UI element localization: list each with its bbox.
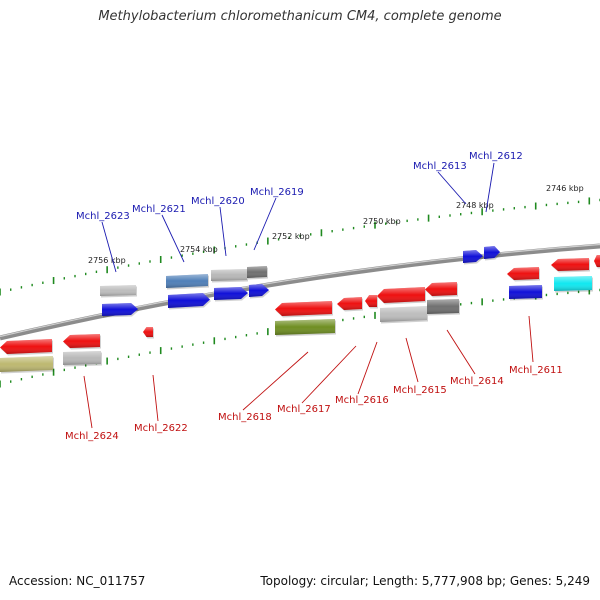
gene-arrow-shading [427,299,459,314]
gene-label-mchl-2616[interactable]: Mchl_2616 [335,395,389,406]
topology-text: Topology: circular; Length: 5,777,908 bp… [260,574,590,588]
gene-arrow-shading [63,334,100,348]
gene-arrow-shading [337,297,362,310]
gene-arrow-shading [551,258,589,271]
gene-arrow-shading [0,356,53,372]
gene-label-mchl-2617[interactable]: Mchl_2617 [277,404,331,415]
gene-arrow-shading [509,285,542,299]
gene-arrow-shading [484,246,500,259]
gene-arrow-shading [377,287,425,303]
diagram-title: Methylobacterium chloromethanicum CM4, c… [98,9,502,24]
gene-arrow-shading [211,269,247,281]
gene-arrow-shading [365,295,377,307]
scale-label: 2752 kbp [272,232,310,241]
leader-lines-bottom [83,315,534,429]
gene-label-mchl-2614[interactable]: Mchl_2614 [450,376,504,387]
leader-lines-top [101,162,495,273]
gene-arrow-shading [168,293,210,308]
gene-label-mchl-2613[interactable]: Mchl_2613 [413,161,467,172]
scale-label: 2746 kbp [546,184,584,193]
gene-arrow-shading [143,327,153,337]
gene-label-mchl-2624[interactable]: Mchl_2624 [65,431,119,442]
scale-label: 2756 kbp [88,256,126,265]
gene-label-mchl-2611[interactable]: Mchl_2611 [509,365,563,376]
gene-label-mchl-2622[interactable]: Mchl_2622 [134,423,188,434]
gene-arrow-shading [166,274,208,288]
scale-ticks-top [0,197,600,296]
scale-label: 2748 kbp [456,201,494,210]
gene-label-mchl-2615[interactable]: Mchl_2615 [393,385,447,396]
gene-arrow-shading [275,301,332,316]
gene-arrow-shading [507,267,539,280]
scale-label: 2754 kbp [180,245,218,254]
accession-text: Accession: NC_011757 [9,574,146,588]
gene-label-mchl-2612[interactable]: Mchl_2612 [469,151,523,162]
genome-backbone-highlight [0,243,600,338]
gene-arrow-shading [425,282,457,296]
gene-arrow-shading [214,287,248,300]
gene-arrow-shading [463,250,483,263]
gene-arrow-shading [594,255,600,267]
gene-label-mchl-2623[interactable]: Mchl_2623 [76,211,130,222]
gene-label-mchl-2619[interactable]: Mchl_2619 [250,187,304,198]
gene-label-mchl-2618[interactable]: Mchl_2618 [218,412,272,423]
gene-features [0,246,600,374]
gene-arrow-shading [100,285,136,296]
gene-label-mchl-2621[interactable]: Mchl_2621 [132,204,186,215]
genome-backbone [0,243,600,341]
gene-arrow-shading [249,284,269,297]
gene-label-mchl-2620[interactable]: Mchl_2620 [191,196,245,207]
scale-label: 2750 kbp [363,217,401,226]
gene-arrow-shading [380,306,427,322]
gene-arrow-shading [63,351,101,365]
gene-arrow-shading [102,303,138,316]
gene-arrow-shading [0,339,52,354]
gene-arrow-shading [275,319,335,335]
gene-arrow-shading [554,276,592,291]
gene-arrow-shading [247,266,267,278]
